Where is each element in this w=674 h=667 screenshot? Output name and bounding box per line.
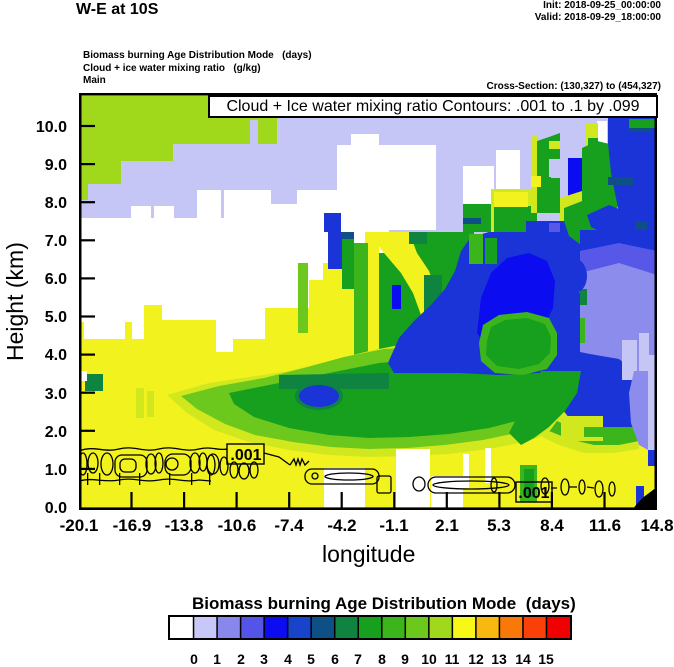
svg-text:.001: .001 bbox=[230, 447, 261, 464]
svg-text:.001: .001 bbox=[518, 485, 549, 502]
